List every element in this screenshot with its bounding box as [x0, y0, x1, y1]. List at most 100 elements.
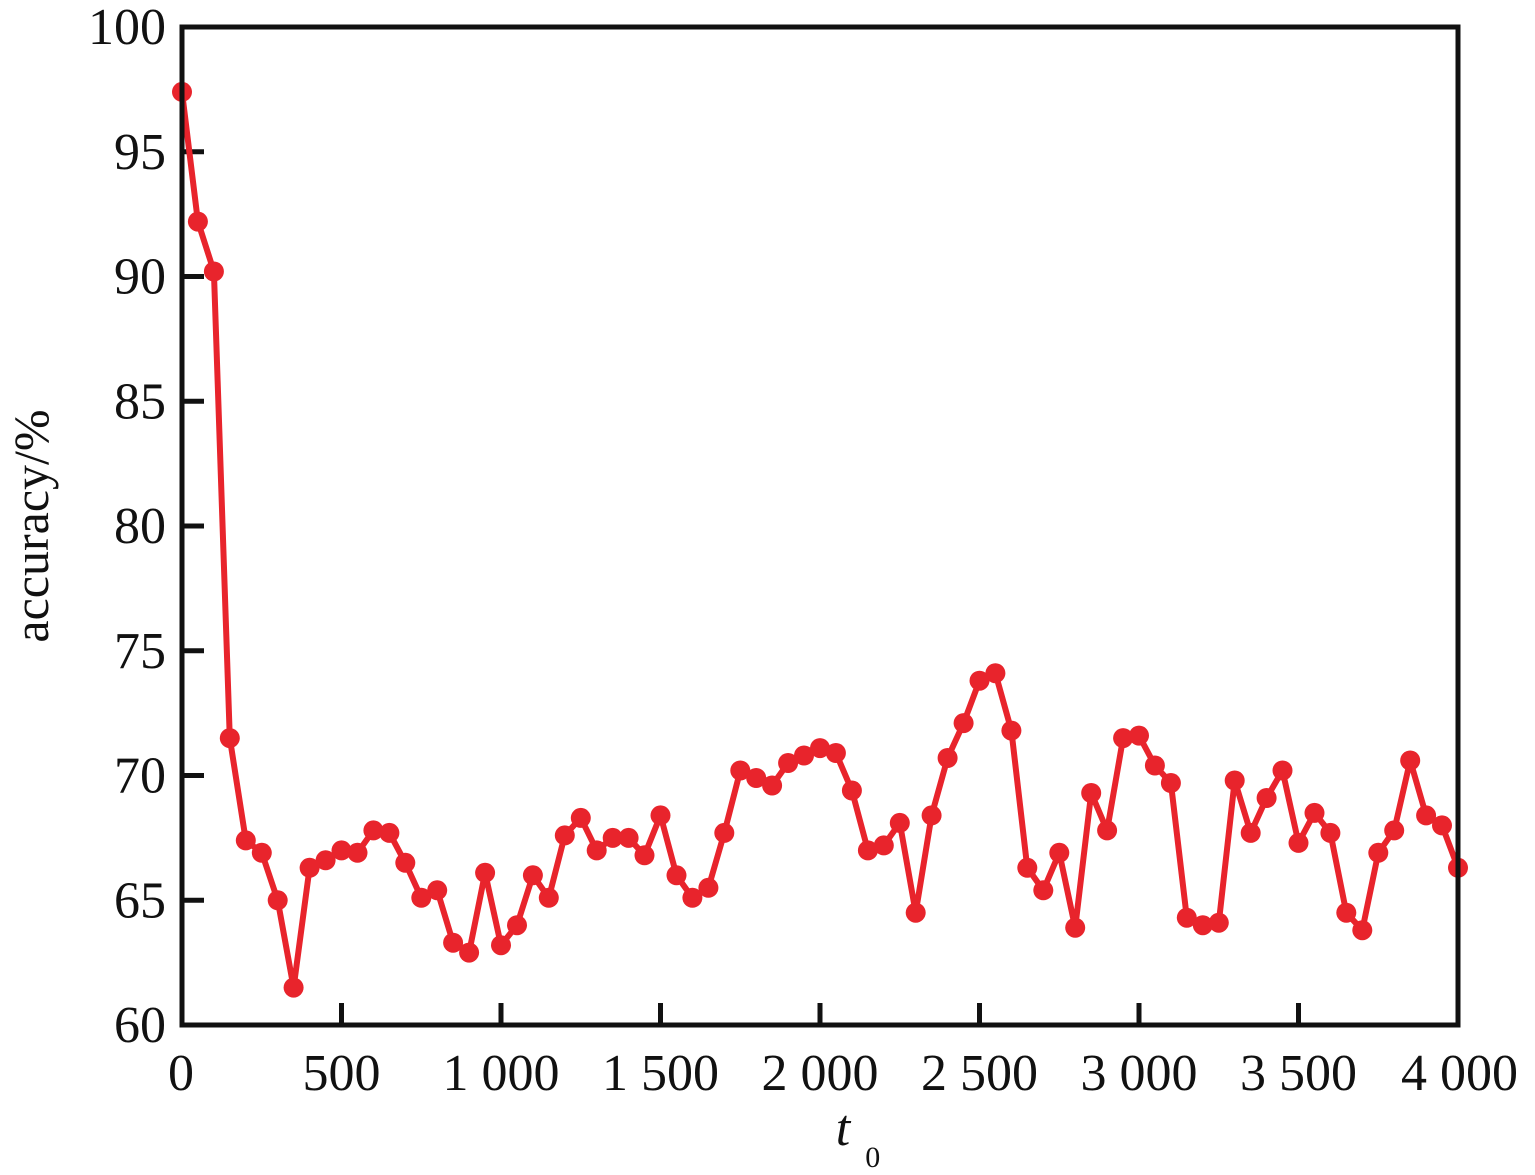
x-axis-label: t 0: [836, 1100, 880, 1174]
data-point: [1336, 902, 1357, 923]
x-axis-label-main: t: [836, 1100, 852, 1157]
data-point: [1144, 755, 1165, 776]
data-point: [953, 713, 974, 734]
data-point: [1400, 750, 1421, 771]
data-point: [522, 865, 543, 886]
data-point: [1033, 880, 1054, 901]
data-point: [1049, 842, 1070, 863]
data-point: [825, 743, 846, 763]
x-tick-label: 1 000: [443, 1045, 560, 1102]
data-point: [666, 865, 687, 886]
data-point: [682, 887, 703, 908]
data-point: [315, 850, 336, 871]
data-point: [985, 663, 1006, 684]
data-point: [267, 890, 288, 911]
data-point: [1001, 720, 1022, 741]
data-point: [730, 760, 751, 781]
data-point: [1272, 760, 1293, 781]
y-tick-label: 85: [114, 373, 166, 430]
data-point: [379, 822, 400, 843]
y-tick-label: 70: [114, 748, 166, 805]
data-point: [873, 835, 894, 856]
data-point: [921, 805, 942, 826]
data-point: [1256, 788, 1277, 808]
y-tick-label: 80: [114, 498, 166, 555]
data-point: [459, 942, 480, 963]
data-point: [475, 862, 496, 883]
data-point: [1208, 912, 1229, 933]
data-point: [1017, 857, 1038, 878]
data-point: [969, 670, 990, 691]
y-tick-label: 90: [114, 249, 166, 306]
data-point: [1224, 770, 1245, 791]
x-tick-label: 3 000: [1081, 1045, 1198, 1102]
data-point: [538, 887, 559, 908]
data-point: [554, 825, 575, 846]
x-tick-label: 4 000: [1401, 1045, 1518, 1102]
y-tick-label: 60: [114, 997, 166, 1054]
data-point: [1432, 815, 1452, 836]
data-point: [1192, 915, 1213, 936]
data-point: [187, 211, 208, 232]
data-point: [1240, 822, 1261, 843]
data-point: [602, 827, 623, 848]
data-point: [1160, 773, 1181, 793]
data-point: [1304, 802, 1325, 823]
x-axis-label-subscript: 0: [865, 1141, 880, 1174]
data-point: [714, 822, 735, 843]
data-point: [411, 887, 432, 908]
data-point: [443, 932, 464, 953]
data-point: [1384, 820, 1405, 841]
data-point: [395, 852, 416, 873]
data-point: [507, 915, 527, 936]
x-tick-label: 2 000: [762, 1045, 879, 1102]
data-point: [1129, 725, 1149, 746]
data-point: [634, 845, 655, 866]
data-point: [1065, 917, 1086, 938]
data-point: [1368, 842, 1389, 863]
data-point: [363, 820, 384, 841]
x-tick-label: 3 500: [1240, 1045, 1357, 1102]
data-point: [937, 748, 958, 768]
data-point: [235, 830, 256, 851]
y-axis-ticks: 60 65 70 75 80 85 90 95 100: [88, 0, 204, 1054]
x-tick-label: 0: [168, 1045, 194, 1102]
data-point: [746, 768, 767, 788]
x-tick-label: 2 500: [921, 1045, 1038, 1102]
data-point: [889, 812, 910, 833]
data-point: [1320, 822, 1341, 843]
data-point: [1097, 820, 1118, 841]
data-point: [794, 745, 814, 766]
plot-frame: [179, 24, 1461, 1028]
data-point: [778, 753, 799, 773]
data-point: [618, 827, 639, 848]
x-tick-label: 500: [303, 1045, 381, 1102]
series-layer: [172, 81, 1468, 998]
x-tick-label: 1 500: [602, 1045, 719, 1102]
data-point: [586, 840, 607, 861]
data-point: [299, 857, 320, 878]
y-tick-label: 65: [114, 872, 166, 929]
data-point: [905, 902, 926, 923]
y-tick-label: 95: [114, 124, 166, 181]
series-line: [179, 91, 1461, 991]
data-point: [219, 728, 240, 749]
data-point: [251, 842, 272, 863]
data-point: [762, 775, 783, 796]
data-point: [810, 738, 830, 759]
data-point: [491, 935, 511, 956]
data-point: [570, 807, 591, 828]
y-tick-label: 75: [114, 623, 166, 680]
data-point: [1176, 907, 1197, 928]
y-axis-label: accuracy/%: [3, 409, 59, 642]
data-point: [857, 840, 878, 861]
data-point: [698, 877, 719, 898]
data-point: [331, 840, 352, 861]
data-point: [1288, 832, 1309, 853]
data-point: [841, 780, 862, 801]
data-point: [1113, 728, 1134, 749]
data-point: [427, 880, 448, 901]
y-tick-label: 100: [88, 0, 166, 56]
data-point: [347, 842, 368, 863]
